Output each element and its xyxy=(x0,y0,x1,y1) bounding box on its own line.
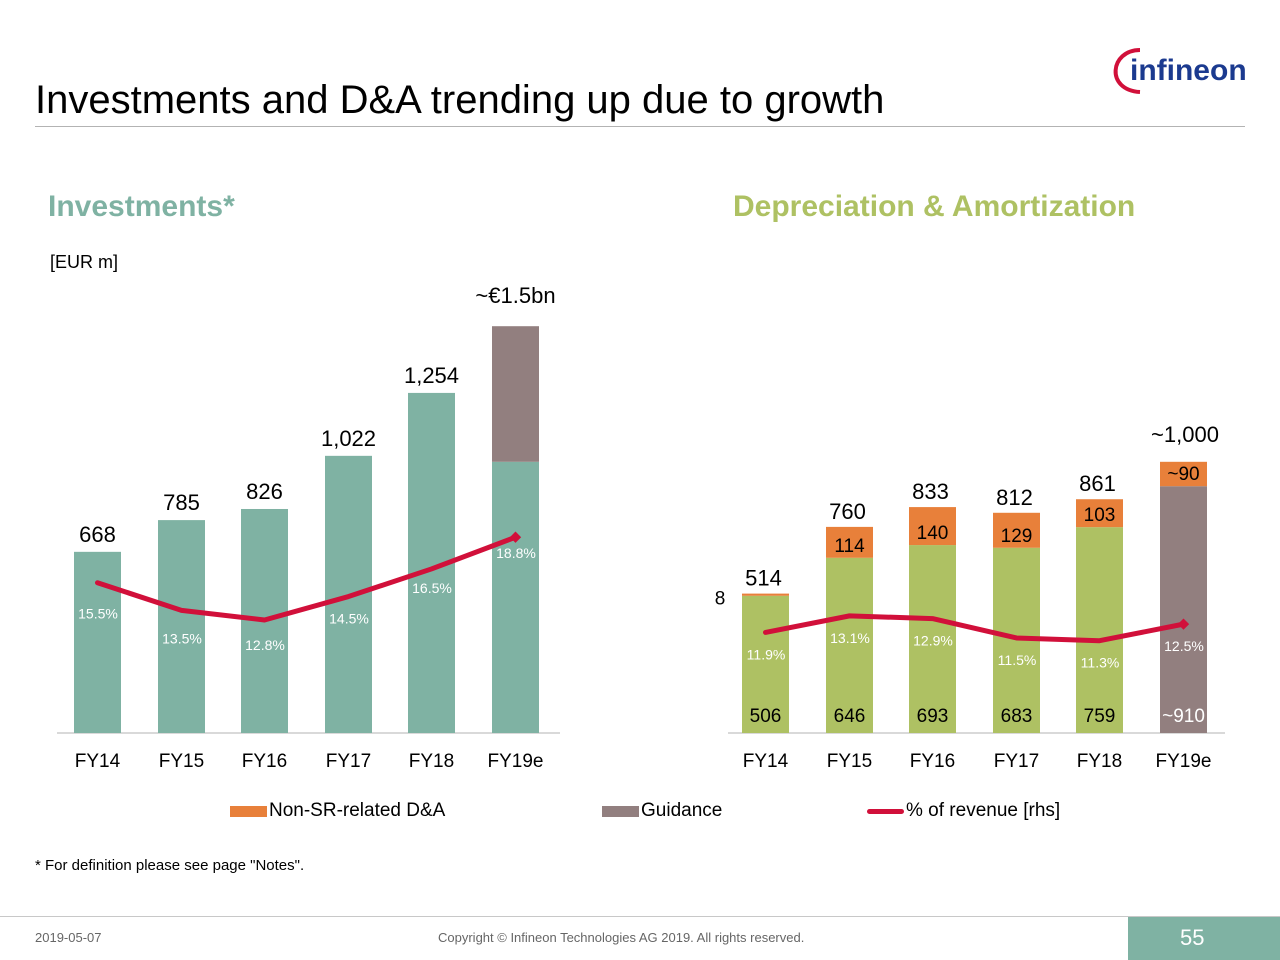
da-revenue-pct-label: 12.9% xyxy=(913,633,953,649)
da-revenue-pct-label: 12.5% xyxy=(1164,638,1204,654)
investments-category-label: FY14 xyxy=(75,751,121,772)
investments-category-label: FY17 xyxy=(326,751,371,772)
da-total-label: ~1,000 xyxy=(1151,422,1219,447)
legend-revenue: % of revenue [rhs] xyxy=(867,800,1060,822)
da-revenue-line xyxy=(763,613,1186,644)
investments-bar xyxy=(158,520,205,733)
da-non-sr-bar xyxy=(742,593,789,596)
page-title: Investments and D&A trending up due to g… xyxy=(35,78,885,122)
investments-bar xyxy=(74,551,121,733)
footer-copyright: Copyright © Infineon Technologies AG 201… xyxy=(438,930,805,945)
infineon-logo: infineon xyxy=(1113,48,1247,94)
da-total-label: 861 xyxy=(1079,471,1116,496)
investments-bar xyxy=(492,461,539,733)
investments-revenue-pct-label: 13.5% xyxy=(162,630,202,646)
investments-category-label: FY19e xyxy=(488,751,544,772)
legend-revenue-label: % of revenue [rhs] xyxy=(906,800,1061,821)
logo-swoosh xyxy=(1113,48,1141,94)
da-non-sr-bar xyxy=(993,512,1040,548)
da-category-label: FY17 xyxy=(994,751,1039,772)
da-base-label: 646 xyxy=(834,706,866,727)
investments-value-label: 668 xyxy=(79,522,116,547)
investments-revenue-pct-label: 15.5% xyxy=(78,606,118,622)
da-category-label: FY19e xyxy=(1156,751,1212,772)
da-base-bar xyxy=(909,545,956,733)
investments-revenue-line xyxy=(95,534,518,623)
investments-value-label: 826 xyxy=(246,479,283,504)
investments-guidance-bar xyxy=(492,326,539,462)
da-non-sr-label: 129 xyxy=(1001,526,1033,547)
investments-value-label: 785 xyxy=(163,490,200,515)
footnote: * For definition please see page "Notes"… xyxy=(35,857,305,874)
da-non-sr-label: ~90 xyxy=(1167,464,1199,485)
footer-date: 2019-05-07 xyxy=(35,930,102,945)
investments-category-label: FY15 xyxy=(159,751,204,772)
investments-value-label: 1,022 xyxy=(321,426,376,451)
da-total-label: 812 xyxy=(996,485,1033,510)
da-base-label: 693 xyxy=(917,706,949,727)
da-category-label: FY16 xyxy=(910,751,955,772)
legend-non-sr-label: Non-SR-related D&A xyxy=(269,800,446,821)
legend-non-sr: Non-SR-related D&A xyxy=(230,800,445,822)
da-category-label: FY14 xyxy=(743,751,789,772)
da-base-bar xyxy=(826,557,873,733)
legend-non-sr-swatch xyxy=(230,805,267,817)
da-non-sr-label: 140 xyxy=(917,523,949,544)
unit-label: [EUR m] xyxy=(50,252,119,272)
da-revenue-pct-label: 13.1% xyxy=(830,630,870,646)
da-base-bar xyxy=(742,595,789,733)
da-base-label: 683 xyxy=(1001,706,1033,727)
investments-heading: Investments* xyxy=(48,190,235,223)
da-non-sr-bar xyxy=(1076,499,1123,528)
investments-category-label: FY16 xyxy=(242,751,287,772)
da-total-label: 514 xyxy=(745,566,782,591)
page-number-box xyxy=(1128,917,1280,960)
da-revenue-marker xyxy=(1177,618,1190,630)
da-base-label: 759 xyxy=(1084,706,1116,727)
title-divider xyxy=(35,126,1245,127)
investments-revenue-pct-label: 14.5% xyxy=(329,611,369,627)
da-non-sr-label: 103 xyxy=(1084,505,1116,526)
da-revenue-pct-label: 11.5% xyxy=(998,652,1037,668)
da-total-label: 760 xyxy=(829,499,866,524)
da-non-sr-bar xyxy=(909,507,956,546)
page-box-fill xyxy=(1128,917,1280,960)
investments-revenue-pct-label: 18.8% xyxy=(496,545,536,561)
da-category-label: FY15 xyxy=(827,751,872,772)
da-non-sr-label: 8 xyxy=(715,589,726,610)
legend-revenue-line xyxy=(867,808,904,814)
page-number: 55 xyxy=(1180,925,1205,950)
da-revenue-pct-label: 11.3% xyxy=(1081,655,1120,671)
investments-revenue-pct-label: 16.5% xyxy=(412,580,452,596)
da-non-sr-bar xyxy=(826,526,873,558)
legend-guidance-label: Guidance xyxy=(641,800,723,821)
investments-value-label: 1,254 xyxy=(404,363,459,388)
da-category-label: FY18 xyxy=(1077,751,1122,772)
da-non-sr-label: 114 xyxy=(834,536,865,557)
da-base-bar xyxy=(1076,527,1123,733)
logo-wordmark: infineon xyxy=(1130,54,1247,87)
legend-guidance-swatch xyxy=(602,805,639,817)
da-guidance-bar xyxy=(1160,486,1207,733)
da-non-sr-bar xyxy=(1160,461,1207,487)
da-revenue-pct-label: 11.9% xyxy=(747,646,786,662)
investments-revenue-marker xyxy=(509,531,522,543)
investments-value-label: ~€1.5bn xyxy=(475,283,555,308)
da-heading: Depreciation & Amortization xyxy=(733,190,1136,223)
investments-category-label: FY18 xyxy=(409,751,454,772)
investments-revenue-pct-label: 12.8% xyxy=(245,637,285,653)
da-base-label: 506 xyxy=(750,706,782,727)
da-base-label: ~910 xyxy=(1162,706,1205,727)
footer-divider xyxy=(0,916,1280,917)
da-total-label: 833 xyxy=(912,479,949,504)
legend-guidance: Guidance xyxy=(602,800,722,822)
page-box-diagonal xyxy=(1227,917,1269,960)
